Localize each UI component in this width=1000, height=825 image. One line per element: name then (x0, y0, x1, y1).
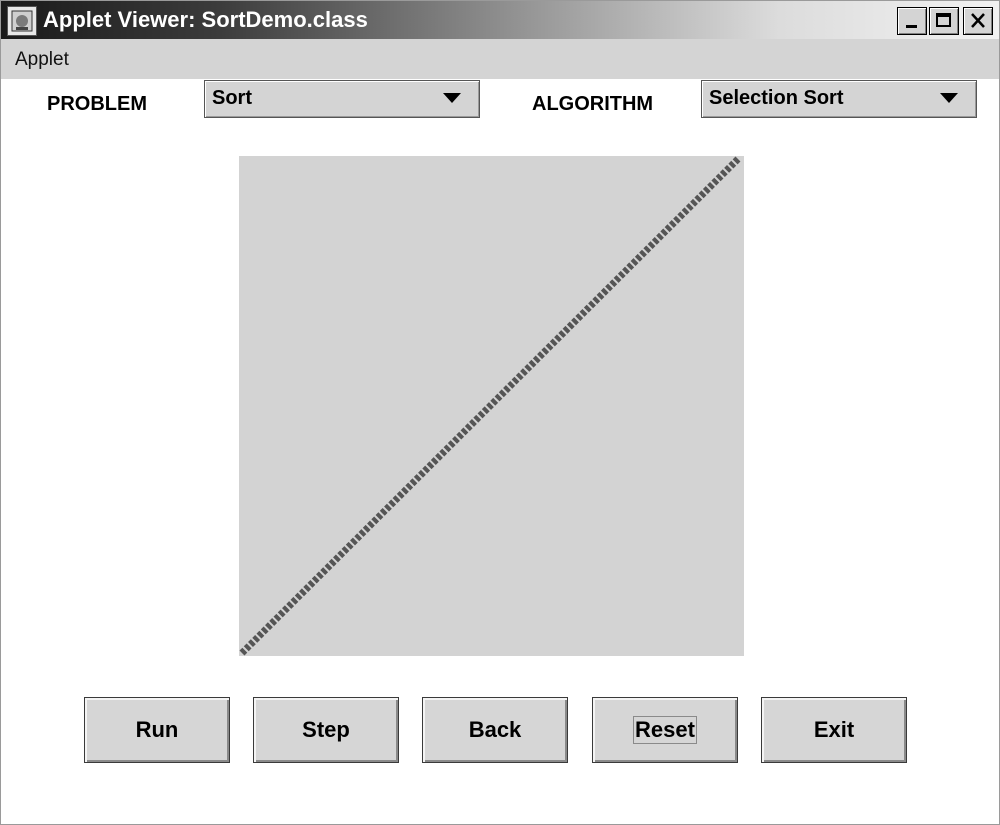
chevron-down-icon (940, 93, 958, 103)
step-button-label: Step (302, 717, 350, 742)
close-icon (971, 13, 985, 28)
algorithm-label: ALGORITHM (532, 93, 654, 115)
back-button[interactable]: Back (422, 697, 568, 763)
menu-applet[interactable]: Applet (15, 49, 69, 70)
sort-visualization-canvas (239, 155, 744, 656)
run-button-label: Run (135, 717, 179, 742)
algorithm-dropdown-value: Selection Sort (709, 87, 844, 109)
back-button-label: Back (468, 717, 522, 742)
exit-button[interactable]: Exit (761, 697, 907, 763)
chevron-down-icon (443, 93, 461, 103)
exit-button-label: Exit (813, 717, 855, 742)
reset-button[interactable]: Reset (592, 697, 738, 763)
minimize-button[interactable] (897, 7, 927, 35)
reset-button-label: Reset (633, 716, 697, 744)
step-button[interactable]: Step (253, 697, 399, 763)
problem-dropdown-value: Sort (212, 87, 252, 109)
maximize-button[interactable] (929, 7, 959, 35)
sort-trace-graphic (239, 155, 742, 656)
run-button[interactable]: Run (84, 697, 230, 763)
sorted-data-trace (239, 155, 742, 656)
problem-label: PROBLEM (47, 93, 147, 115)
applet-viewer-icon (7, 6, 37, 36)
title-bar[interactable]: Applet Viewer: SortDemo.class (1, 1, 999, 39)
algorithm-dropdown[interactable]: Selection Sort (701, 80, 977, 118)
window-title: Applet Viewer: SortDemo.class (43, 7, 368, 32)
close-button[interactable] (963, 7, 993, 35)
menu-bar: Applet (1, 39, 999, 79)
problem-dropdown[interactable]: Sort (204, 80, 480, 118)
minimize-icon (906, 25, 917, 28)
